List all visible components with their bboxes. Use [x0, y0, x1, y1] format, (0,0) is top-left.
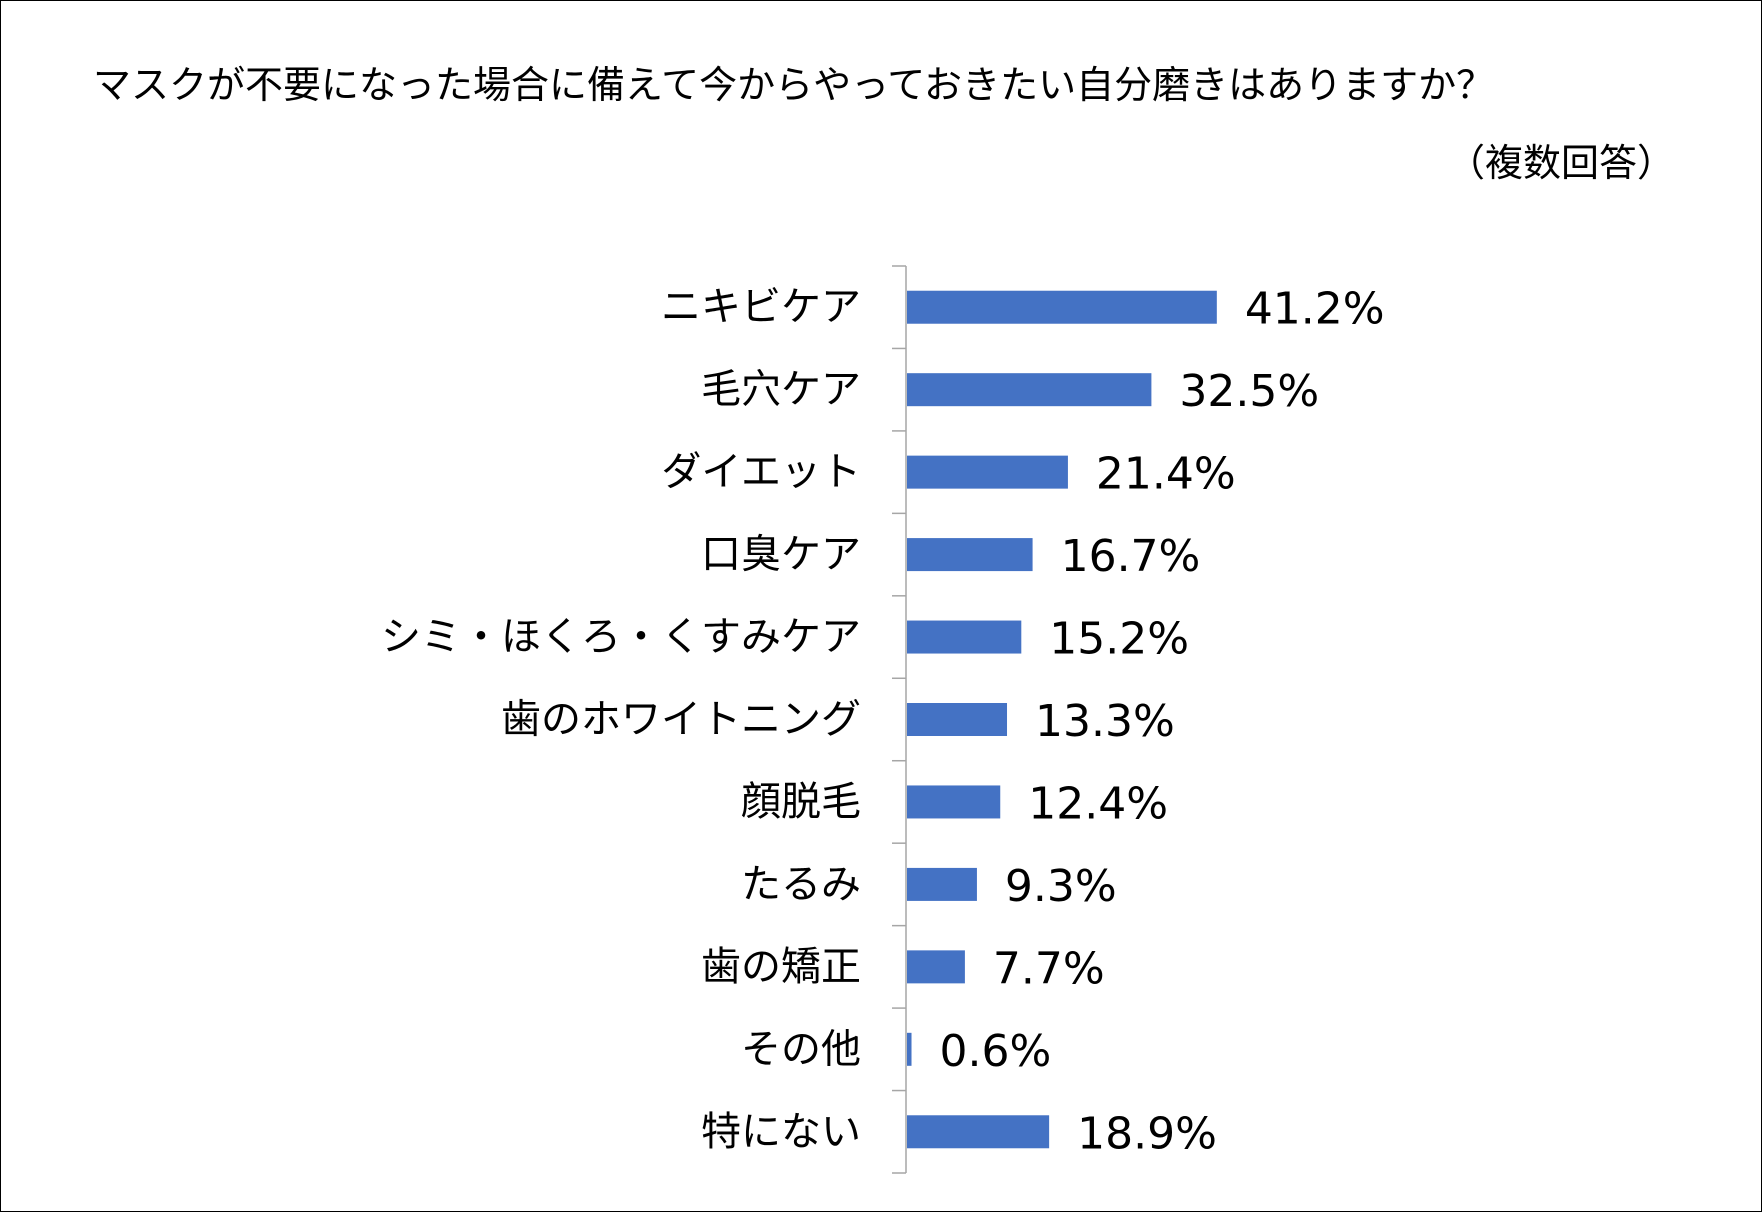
data-label: 7.7% [993, 943, 1105, 994]
axis-layer [892, 265, 907, 1174]
bar [907, 1032, 912, 1066]
category-label: その他 [741, 1026, 861, 1072]
bar [907, 373, 1152, 407]
bar [907, 785, 1001, 819]
data-label: 12.4% [1028, 778, 1168, 829]
category-label: 顔脱毛 [741, 779, 861, 825]
category-label: 歯の矯正 [701, 944, 861, 990]
label-layer: ニキビケア 41.2% 毛穴ケア 32.5% ダイエット 21.4% 口臭ケア 16.7% シミ… [381, 284, 1385, 1160]
bar [907, 538, 1033, 572]
category-label: 毛穴ケア [701, 367, 861, 413]
category-label: 歯のホワイトニング [501, 697, 861, 743]
data-label: 0.6% [940, 1026, 1052, 1077]
category-label: たるみ [741, 861, 861, 907]
data-label: 15.2% [1049, 614, 1189, 665]
bar [907, 1115, 1050, 1149]
bar [907, 290, 1217, 324]
data-label: 18.9% [1077, 1108, 1217, 1159]
data-label: 21.4% [1096, 449, 1236, 500]
bar [907, 867, 977, 901]
bar [907, 620, 1022, 654]
data-label: 32.5% [1179, 366, 1319, 417]
bar [907, 950, 965, 984]
category-label: ダイエット [661, 449, 861, 495]
data-label: 16.7% [1061, 531, 1201, 582]
category-label: シミ・ほくろ・くすみケア [381, 614, 861, 660]
chart-title: マスクが不要になった場合に備えて今からやっておきたい自分磨きはありますか？ [93, 63, 1495, 107]
chart-subtitle: （複数回答） [1446, 141, 1675, 185]
data-label: 13.3% [1035, 696, 1175, 747]
category-label: 特にない [701, 1109, 861, 1155]
category-label: ニキビケア [661, 284, 861, 330]
data-label: 9.3% [1005, 861, 1117, 912]
data-label: 41.2% [1245, 284, 1385, 335]
category-label: 口臭ケア [701, 532, 861, 578]
bar [907, 703, 1008, 736]
bar [907, 455, 1068, 489]
bar-layer [907, 290, 1217, 1149]
